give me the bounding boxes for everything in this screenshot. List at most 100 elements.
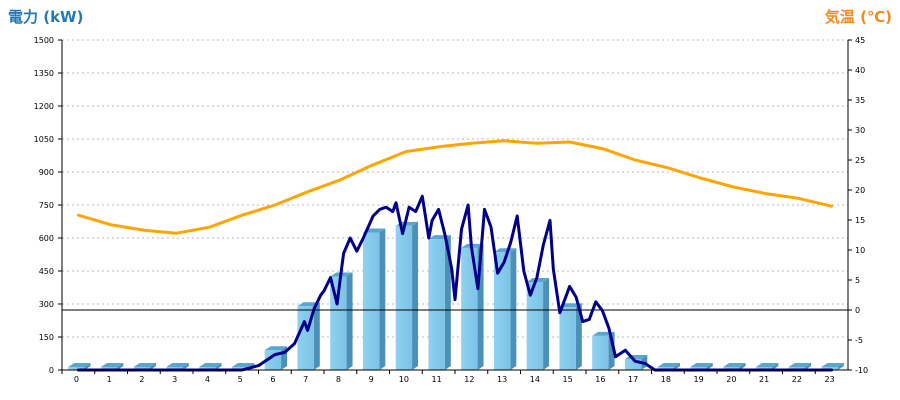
bar-side (412, 221, 419, 370)
bar-top (559, 303, 582, 308)
bar (526, 278, 550, 370)
bar (395, 221, 419, 370)
bar-top (690, 363, 713, 367)
power-line (76, 194, 834, 372)
bar (592, 331, 615, 370)
x-tick-label: 16 (595, 375, 605, 384)
bar-side (837, 363, 844, 370)
grid (62, 39, 848, 338)
right-axis-title: 気温 (℃) (824, 8, 892, 26)
bar-front (362, 232, 380, 370)
bar-top (133, 363, 157, 367)
bar-side (706, 363, 713, 370)
left-tick-label: 1500 (34, 36, 54, 45)
left-tick-label: 1050 (34, 135, 54, 144)
x-tick-label: 6 (270, 375, 275, 384)
right-tick-label: 20 (855, 186, 865, 195)
x-tick-label: 5 (238, 375, 243, 384)
right-tick-label: 0 (855, 306, 860, 315)
bar-side (182, 363, 189, 370)
bar-side (575, 303, 582, 370)
bar-front (624, 359, 642, 370)
x-tick-label: 10 (399, 375, 409, 384)
bar-top (199, 363, 222, 367)
x-tick-label: 19 (694, 375, 704, 384)
x-tick-label: 22 (792, 375, 802, 384)
bar-top (657, 363, 681, 367)
bar-side (150, 363, 157, 370)
bar-top (166, 363, 189, 367)
right-tick-label: -10 (855, 366, 868, 375)
bar-front (395, 225, 413, 370)
x-tick-label: 12 (464, 375, 474, 384)
left-tick-label: 450 (39, 267, 54, 276)
x-tick-label: 13 (497, 375, 507, 384)
bar-front (526, 282, 544, 370)
right-tick-label: 45 (855, 36, 865, 45)
bar-series (68, 221, 844, 370)
bar-side (313, 302, 320, 370)
bar-top (68, 363, 91, 367)
bar-top (821, 363, 844, 367)
bar (559, 303, 582, 370)
right-tick-label: 5 (855, 276, 860, 285)
bar (297, 302, 320, 370)
bar (362, 228, 386, 370)
bar-side (84, 363, 91, 370)
temperature-line (76, 139, 834, 235)
tick-labels: 0 150 300 450 600 7 5 0 900 1050 1200 1350 1500 -10 -5… (34, 36, 868, 384)
bar-top (493, 248, 517, 253)
left-tick-label: 900 (39, 168, 54, 177)
right-tick-label: -5 (855, 336, 863, 345)
bar (330, 272, 353, 370)
left-tick-label: 150 (39, 333, 54, 342)
bar-top (231, 363, 255, 367)
x-tick-label: 20 (726, 375, 736, 384)
left-tick-label: 600 (39, 234, 54, 243)
bar-top (723, 363, 746, 367)
bar-side (215, 363, 222, 370)
right-tick-label: 15 (855, 216, 865, 225)
bar-front (68, 367, 85, 370)
bar (428, 235, 451, 370)
left-tick-label: 300 (39, 300, 54, 309)
bar-top (788, 363, 812, 367)
axes (58, 39, 852, 374)
x-tick-label: 1 (107, 375, 112, 384)
bar-side (674, 363, 681, 370)
x-tick-label: 21 (759, 375, 769, 384)
right-tick-label: 35 (855, 96, 865, 105)
right-tick-label: 40 (855, 66, 865, 75)
bar-top (100, 363, 124, 367)
bar-top (264, 346, 288, 351)
x-tick-label: 8 (336, 375, 341, 384)
right-tick-label: 10 (855, 246, 865, 255)
bar-front (592, 335, 609, 370)
bar (68, 363, 91, 370)
left-tick-label: 1350 (34, 69, 54, 78)
left-axis-title: 電力 (kW) (8, 8, 84, 26)
x-tick-label: 0 (74, 375, 79, 384)
bar-side (805, 363, 812, 370)
x-tick-label: 2 (139, 375, 144, 384)
bar-side (510, 248, 517, 370)
x-tick-label: 9 (369, 375, 374, 384)
bar-front (493, 252, 511, 370)
bar-front (330, 276, 347, 370)
x-tick-label: 14 (530, 375, 540, 384)
right-tick-label: 25 (855, 156, 865, 165)
x-tick-label: 11 (432, 375, 442, 384)
bar-side (379, 228, 386, 370)
bar-front (461, 247, 478, 370)
bar-front (428, 239, 445, 370)
bar-front (559, 307, 576, 370)
bar-top (755, 363, 779, 367)
left-tick-label: 1200 (34, 102, 54, 111)
x-tick-label: 17 (628, 375, 638, 384)
x-tick-label: 7 (303, 375, 308, 384)
x-tick-label: 3 (172, 375, 177, 384)
bar (493, 248, 517, 370)
bar-side (739, 363, 746, 370)
x-tick-label: 18 (661, 375, 671, 384)
